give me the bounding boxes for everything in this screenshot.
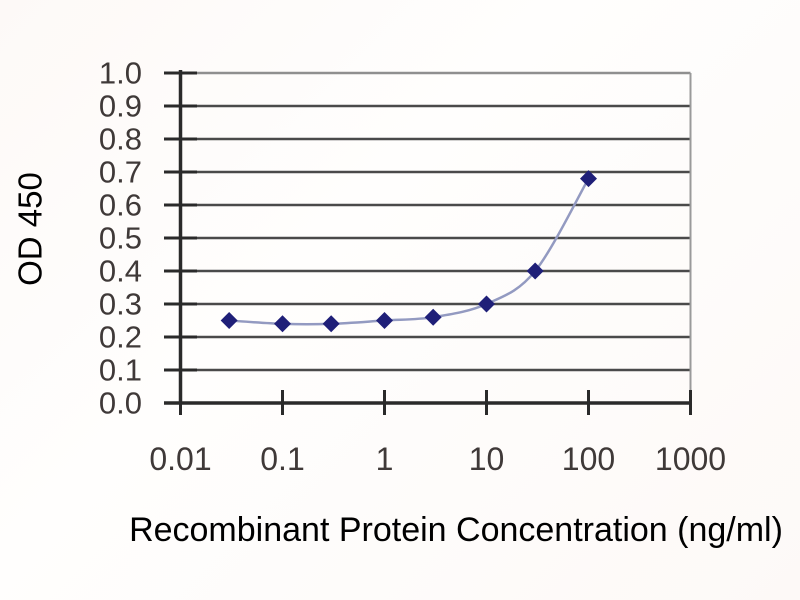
y-tick-label: 0.5 [99, 221, 142, 256]
y-tick-label: 0.8 [99, 122, 142, 157]
y-tick-label: 0.1 [99, 353, 142, 388]
data-point-marker [220, 312, 238, 329]
x-tick-label: 1000 [655, 441, 726, 477]
y-tick-label: 0.7 [99, 155, 142, 190]
x-tick-label: 0.1 [260, 441, 304, 477]
y-tick-label: 1.0 [99, 56, 142, 91]
data-point-marker [580, 170, 597, 188]
y-tick-label: 0.4 [99, 254, 142, 289]
x-tick-label: 1 [376, 441, 394, 477]
grid-layer [180, 71, 692, 405]
y-axis-title: OD 450 [12, 172, 49, 286]
series-line [229, 177, 590, 326]
x-axis-title: Recombinant Protein Concentration (ng/ml… [129, 511, 783, 549]
y-tick-label: 0.9 [99, 89, 142, 124]
tick-label-layer: 0.00.10.20.30.40.50.60.70.80.91.00.01 0.1… [99, 56, 726, 478]
x-tick-label: 100 [562, 441, 615, 477]
tick-layer [164, 71, 692, 415]
data-point-marker [376, 312, 393, 329]
x-tick-label: 0.01 [149, 441, 211, 477]
data-point-marker [274, 315, 291, 333]
y-tick-label: 0.0 [99, 386, 142, 421]
y-tick-label: 0.6 [99, 188, 142, 223]
data-point-marker [322, 315, 340, 333]
data-point-marker [526, 262, 544, 280]
data-point-marker [478, 295, 495, 313]
x-tick-label: 10 [469, 441, 505, 477]
series-layer [220, 170, 597, 333]
y-tick-label: 0.3 [99, 287, 142, 322]
y-tick-label: 0.2 [99, 320, 142, 355]
data-point-marker [424, 308, 442, 326]
